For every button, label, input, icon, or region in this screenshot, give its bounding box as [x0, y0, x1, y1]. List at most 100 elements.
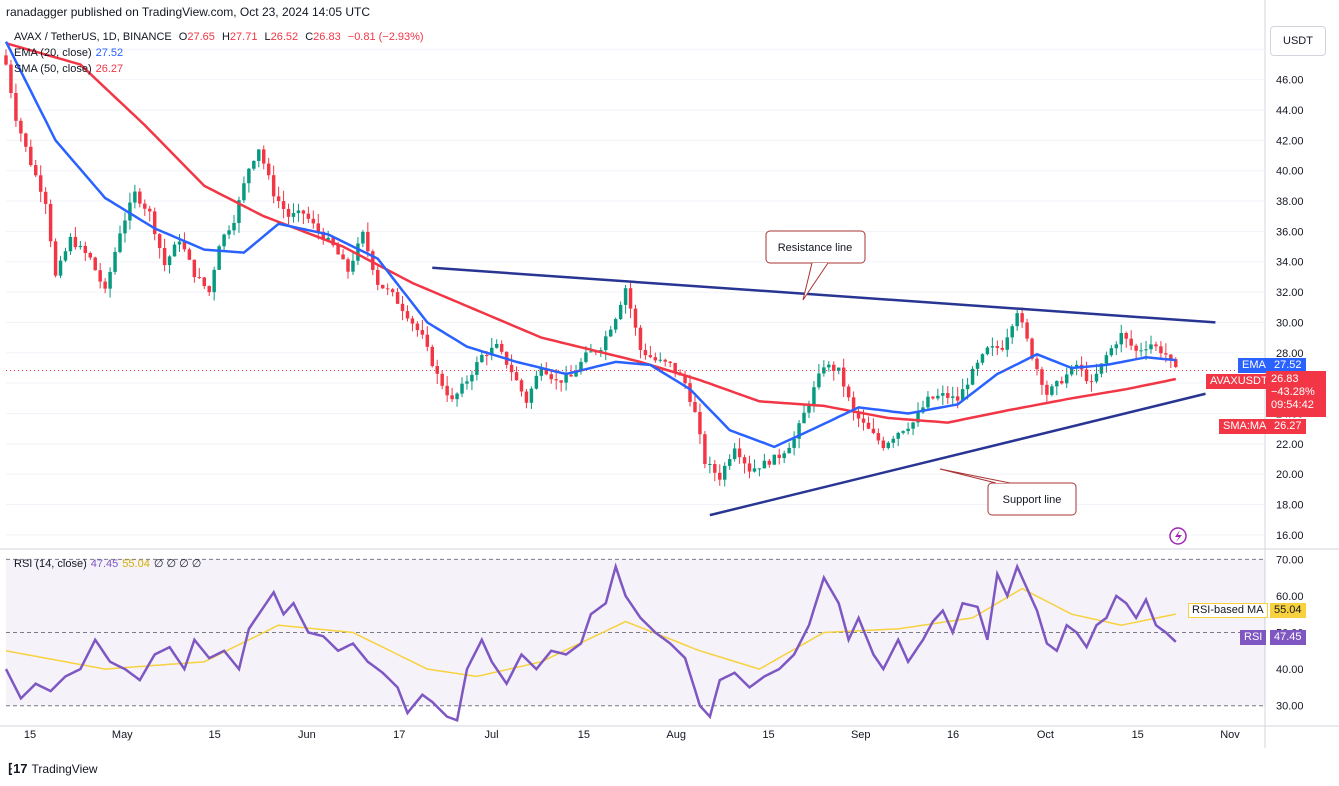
candle-up	[232, 222, 236, 231]
candle-down	[1020, 313, 1024, 323]
candle-down	[29, 146, 33, 166]
candle-down	[73, 236, 78, 248]
candle-down	[485, 354, 489, 356]
candle-down	[43, 191, 48, 204]
candle-down	[698, 411, 702, 435]
support-callout: Support line	[939, 468, 1077, 516]
candle-down	[544, 368, 549, 375]
candle-up	[108, 271, 112, 289]
candle-down	[737, 448, 742, 458]
candle-down	[946, 393, 950, 398]
resistance-callout: Resistance line	[765, 230, 866, 301]
time-tick-label: May	[112, 729, 133, 741]
candle-down	[683, 375, 687, 384]
sma-price-value: 26.27	[1270, 419, 1306, 434]
time-tick-label: Sep	[851, 729, 871, 741]
candle-up	[133, 191, 137, 203]
candle-down	[1174, 359, 1178, 367]
candle-up	[252, 160, 256, 169]
candle-up	[539, 368, 544, 376]
candle-down	[415, 323, 420, 331]
candle-down	[306, 213, 311, 219]
candle-up	[757, 468, 762, 470]
candle-up	[494, 343, 499, 348]
price-tick-label: 22.00	[1276, 439, 1304, 451]
candle-down	[559, 380, 563, 383]
candle-up	[1109, 348, 1114, 356]
ema-legend[interactable]: EMA (20, close) 27.52	[14, 47, 124, 59]
candle-up	[658, 359, 663, 361]
candle-down	[668, 361, 672, 363]
candle-down	[4, 55, 8, 65]
candle-up	[708, 464, 712, 466]
symbol-name[interactable]: AVAX / TetherUS, 1D, BINANCE	[14, 31, 172, 43]
candle-down	[19, 120, 23, 134]
candle-down	[1134, 345, 1138, 351]
currency-selector[interactable]: USDT	[1270, 26, 1326, 56]
candle-down	[162, 248, 167, 266]
candle-down	[856, 411, 861, 419]
candle-up	[965, 384, 970, 390]
candle-down	[38, 175, 43, 192]
candle-up	[896, 432, 900, 439]
tradingview-logo[interactable]: ⁅17 TradingView	[8, 761, 98, 777]
rsi-tick-label: 30.00	[1276, 701, 1304, 713]
candle-down	[524, 391, 529, 403]
candle-up	[172, 244, 177, 257]
candle-down	[638, 327, 643, 351]
candle-down	[148, 208, 152, 212]
candle-up	[1015, 313, 1019, 327]
candle-down	[9, 64, 13, 93]
rsi-value-tag: 47.45	[1270, 630, 1306, 645]
candle-down	[777, 454, 781, 459]
candle-down	[376, 269, 380, 285]
candle-down	[311, 218, 316, 224]
time-tick-label: Oct	[1037, 729, 1054, 741]
candle-up	[1005, 337, 1009, 350]
candle-up	[118, 233, 122, 252]
candle-down	[262, 149, 266, 164]
candle-down	[1169, 354, 1173, 360]
time-tick-label: Jun	[298, 729, 316, 741]
rsi-legend[interactable]: RSI (14, close) 47.45 55.04 ∅ ∅ ∅ ∅	[14, 558, 202, 570]
price-tick-label: 16.00	[1276, 530, 1304, 542]
candle-up	[623, 288, 628, 305]
sma-legend[interactable]: SMA (50, close) 26.27	[14, 63, 124, 75]
candle-down	[390, 289, 395, 293]
support-callout-box	[987, 482, 1077, 516]
candle-up	[351, 260, 355, 272]
candle-up	[460, 383, 464, 394]
candle-up	[123, 220, 127, 234]
candle-down	[1035, 358, 1039, 370]
candle-up	[817, 373, 821, 388]
candle-up	[480, 354, 484, 363]
candle-down	[405, 311, 410, 319]
candle-down	[197, 277, 202, 279]
price-tick-label: 28.00	[1276, 348, 1304, 360]
candle-up	[1010, 326, 1014, 338]
candle-up	[529, 388, 534, 403]
candle-up	[361, 231, 365, 244]
candle-down	[628, 288, 633, 309]
time-tick-label: 17	[393, 729, 405, 741]
candle-up	[980, 354, 985, 363]
support-label: Support line	[1003, 494, 1062, 506]
candle-down	[514, 372, 519, 381]
candle-down	[747, 463, 752, 472]
candle-down	[430, 346, 435, 367]
candle-up	[722, 465, 727, 480]
candle-down	[435, 366, 439, 374]
candle-down	[83, 245, 88, 253]
candle-up	[227, 230, 231, 235]
trendline	[432, 266, 1216, 324]
candle-down	[286, 208, 291, 217]
rsi-ma-value: 55.04	[1270, 603, 1306, 618]
candle-down	[1060, 381, 1064, 384]
candle-up	[941, 393, 945, 396]
tradingview-brand: TradingView	[31, 762, 98, 776]
candle-up	[564, 374, 568, 383]
candle-up	[727, 459, 732, 466]
candle-up	[1055, 381, 1059, 387]
